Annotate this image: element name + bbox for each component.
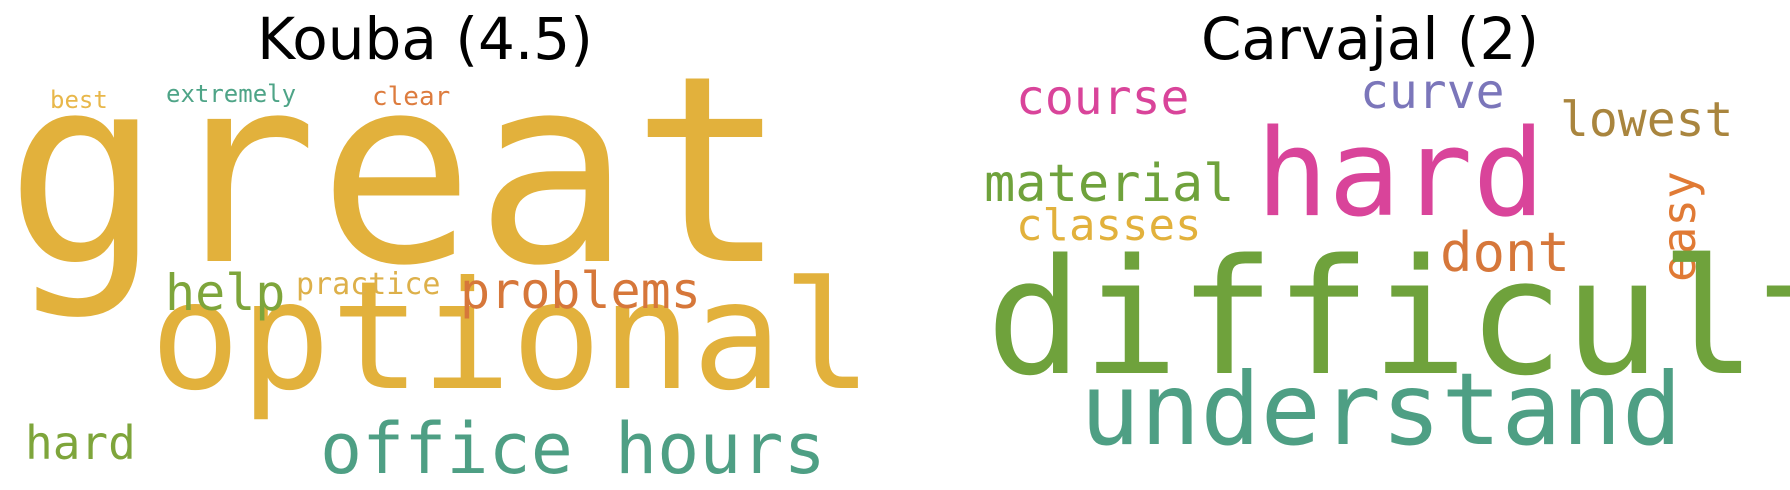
word-hard: hard bbox=[25, 416, 136, 470]
word-hard: hard bbox=[1256, 105, 1545, 244]
word-lowest: lowest bbox=[1560, 92, 1734, 148]
word-great: great bbox=[5, 21, 788, 323]
word-clear: clear bbox=[372, 82, 451, 112]
word-curve: curve bbox=[1360, 64, 1505, 120]
word-problems: problems bbox=[460, 262, 701, 320]
word-difficult: difficult bbox=[986, 224, 1790, 411]
word-practice: practice bbox=[296, 267, 441, 302]
word-best: best bbox=[50, 86, 108, 114]
word-optional: optional bbox=[150, 250, 873, 424]
panel-title: Carvajal (2) bbox=[1200, 5, 1540, 73]
word-material: material bbox=[984, 154, 1235, 214]
word-course: course bbox=[1016, 70, 1190, 126]
panel-title: Kouba (4.5) bbox=[257, 5, 593, 73]
word-help: help bbox=[165, 264, 286, 322]
wordcloud-panel-carvajal: Carvajal (2) course curve lowest materia… bbox=[950, 0, 1790, 486]
word-office-hours: office hours bbox=[320, 408, 826, 490]
word-extremely: extremely bbox=[166, 80, 297, 108]
word-classes: classes bbox=[1016, 200, 1202, 251]
word-dont: dont bbox=[1440, 221, 1571, 284]
word-understand: understand bbox=[1080, 351, 1683, 468]
wordcloud-panel-kouba: Kouba (4.5) great optional office hours … bbox=[0, 0, 872, 490]
